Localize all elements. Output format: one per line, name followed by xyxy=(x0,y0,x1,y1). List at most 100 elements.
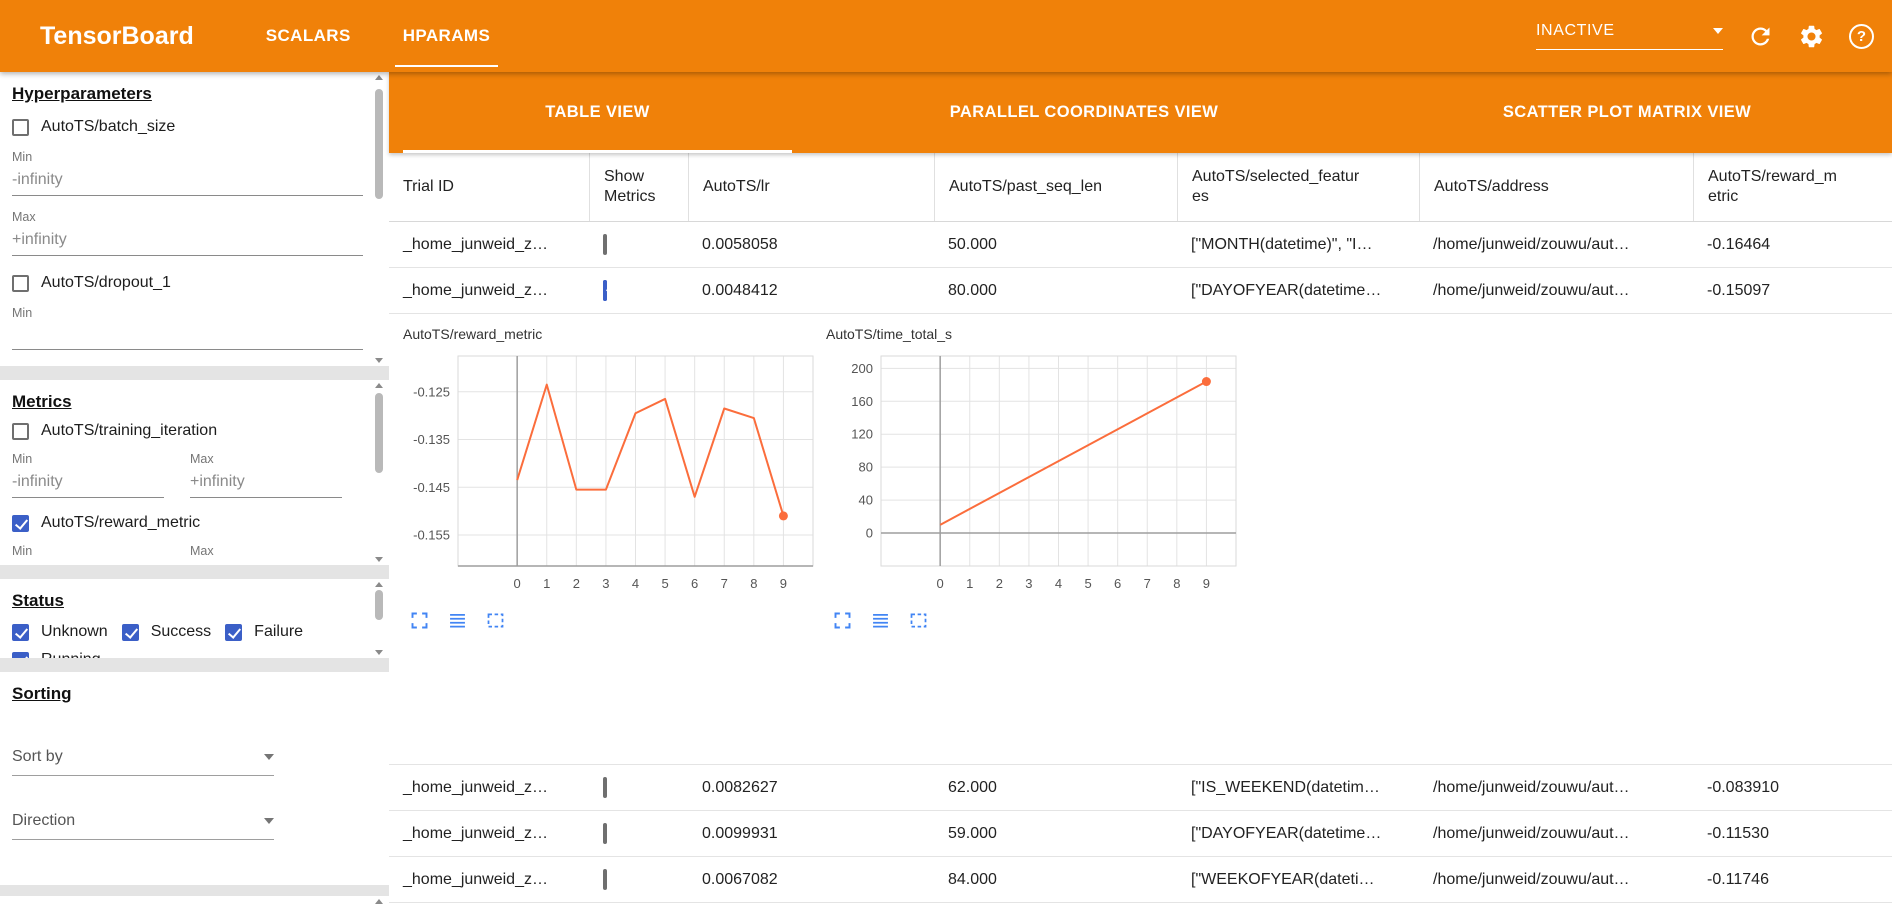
time-total-line-chart[interactable]: 0 1 2 3 4 5 6 7 8 9 0 40 80 120 160 200 xyxy=(826,344,1256,606)
scroll-up-icon[interactable] xyxy=(375,383,383,388)
chart-toolbar xyxy=(832,610,1256,631)
section-scrollbar[interactable] xyxy=(373,75,385,363)
svg-text:8: 8 xyxy=(750,576,757,591)
min-input[interactable]: -infinity xyxy=(12,466,164,498)
show-metrics-checkbox[interactable] xyxy=(603,868,607,890)
reward-metric-cell: -0.083910 xyxy=(1707,778,1780,796)
min-input[interactable] xyxy=(12,558,164,565)
scroll-down-icon[interactable] xyxy=(375,358,383,363)
dropout-checkbox[interactable] xyxy=(12,274,29,292)
svg-text:200: 200 xyxy=(851,361,873,376)
max-input[interactable] xyxy=(190,558,342,565)
status-label: Success xyxy=(150,623,212,640)
refresh-icon[interactable] xyxy=(1747,23,1774,50)
svg-text:-0.135: -0.135 xyxy=(413,432,450,447)
reward-min-field: Min xyxy=(12,544,164,565)
training-iteration-max-field: Max +infinity xyxy=(190,452,342,498)
status-running-checkbox[interactable] xyxy=(12,651,29,658)
show-metrics-checkbox[interactable] xyxy=(603,776,607,798)
fullscreen-icon[interactable] xyxy=(832,610,853,631)
scrollbar-thumb[interactable] xyxy=(375,590,383,620)
hparam-label: AutoTS/batch_size xyxy=(41,118,176,135)
min-input[interactable] xyxy=(12,320,363,350)
batch-size-checkbox[interactable] xyxy=(12,118,29,136)
min-label: Min xyxy=(12,306,33,320)
status-unknown-checkbox[interactable] xyxy=(12,623,29,641)
trials-table: Trial ID Show Metrics AutoTS/lr AutoTS/p… xyxy=(389,153,1892,911)
settings-icon[interactable] xyxy=(1798,23,1825,50)
chart-toolbar xyxy=(409,610,826,631)
min-label: Min xyxy=(12,544,33,558)
direction-label: Direction xyxy=(12,812,76,829)
past-seq-len-cell: 50.000 xyxy=(948,235,997,253)
address-cell: /home/junweid/zouwu/aut… xyxy=(1433,281,1630,299)
address-cell: /home/junweid/zouwu/aut… xyxy=(1433,870,1630,888)
status-failure-row: Failure xyxy=(225,623,303,641)
trial-id-cell: _home_junweid_z… xyxy=(403,235,548,253)
tab-hparams[interactable]: HPARAMS xyxy=(377,0,517,72)
scroll-down-icon[interactable] xyxy=(375,650,383,655)
reward-metric-cell: -0.11530 xyxy=(1707,824,1769,842)
reward-metric-cell: -0.11746 xyxy=(1707,870,1769,888)
training-iteration-checkbox[interactable] xyxy=(12,422,29,440)
horizontal-lines-icon[interactable] xyxy=(870,610,891,631)
hparam-batch-size-row: AutoTS/batch_size xyxy=(12,118,363,136)
selected-features-cell: ["DAYOFYEAR(datetime… xyxy=(1191,824,1382,842)
tab-scatter-plot-matrix-view[interactable]: SCATTER PLOT MATRIX VIEW xyxy=(1502,103,1752,121)
scrollbar-thumb[interactable] xyxy=(375,89,383,199)
status-failure-checkbox[interactable] xyxy=(225,623,243,641)
reward-metric-checkbox[interactable] xyxy=(12,514,29,532)
fit-domain-icon[interactable] xyxy=(485,610,506,631)
scroll-up-icon[interactable] xyxy=(375,582,383,587)
tab-table-view[interactable]: TABLE VIEW xyxy=(389,72,806,153)
status-success-checkbox[interactable] xyxy=(121,623,139,641)
past-seq-len-cell: 84.000 xyxy=(948,870,997,888)
metrics-heading: Metrics xyxy=(12,392,72,411)
max-input[interactable]: +infinity xyxy=(12,224,363,256)
reward-metric-line-chart[interactable]: 0 1 2 3 4 5 6 7 8 9 -0.125 -0.135 -0.145 -0.155 xyxy=(403,344,826,606)
svg-text:0: 0 xyxy=(937,576,944,591)
scroll-up-icon[interactable] xyxy=(375,75,383,80)
show-metrics-checkbox[interactable] xyxy=(603,279,607,301)
sorting-panel: Sorting Sort by Direction xyxy=(0,672,389,885)
sort-by-dropdown[interactable]: Sort by xyxy=(12,748,274,776)
run-status-dropdown[interactable]: INACTIVE xyxy=(1536,22,1723,50)
paging-heading: Paging xyxy=(12,908,363,911)
scroll-up-icon[interactable] xyxy=(375,899,383,904)
fit-domain-icon[interactable] xyxy=(908,610,929,631)
svg-text:160: 160 xyxy=(851,394,873,409)
selected-features-cell: ["WEEKOFYEAR(dateti… xyxy=(1191,870,1375,888)
trial-id-cell: _home_junweid_z… xyxy=(403,281,548,299)
horizontal-lines-icon[interactable] xyxy=(447,610,468,631)
lr-cell: 0.0058058 xyxy=(702,235,778,253)
lr-cell: 0.0067082 xyxy=(702,870,778,888)
metric-label: AutoTS/reward_metric xyxy=(41,514,201,531)
show-metrics-checkbox[interactable] xyxy=(603,822,607,844)
min-input[interactable]: -infinity xyxy=(12,164,363,196)
fullscreen-icon[interactable] xyxy=(409,610,430,631)
max-input[interactable]: +infinity xyxy=(190,466,342,498)
section-scrollbar[interactable] xyxy=(373,383,385,562)
scrollbar-thumb[interactable] xyxy=(375,393,383,473)
show-metrics-checkbox[interactable] xyxy=(603,233,607,255)
status-unknown-row: Unknown xyxy=(12,623,108,641)
tab-scalars[interactable]: SCALARS xyxy=(265,26,351,45)
hparam-dropout-row: AutoTS/dropout_1 xyxy=(12,274,363,292)
svg-text:7: 7 xyxy=(721,576,728,591)
chevron-down-icon xyxy=(264,754,274,760)
section-scrollbar[interactable] xyxy=(373,582,385,655)
col-header-reward-metric: AutoTS/reward_metric xyxy=(1693,153,1892,221)
lr-cell: 0.0099931 xyxy=(702,824,778,842)
svg-text:2: 2 xyxy=(996,576,1003,591)
help-icon[interactable]: ? xyxy=(1849,23,1874,49)
scroll-down-icon[interactable] xyxy=(375,557,383,562)
min-label: Min xyxy=(12,452,33,466)
svg-text:-0.145: -0.145 xyxy=(413,480,450,495)
tab-parallel-coordinates-view[interactable]: PARALLEL COORDINATES VIEW xyxy=(949,103,1219,121)
svg-text:1: 1 xyxy=(966,576,973,591)
direction-dropdown[interactable]: Direction xyxy=(12,812,274,840)
sort-by-label: Sort by xyxy=(12,748,63,765)
svg-text:9: 9 xyxy=(1203,576,1210,591)
section-scrollbar[interactable] xyxy=(373,899,385,911)
trial-id-cell: _home_junweid_z… xyxy=(403,870,548,888)
